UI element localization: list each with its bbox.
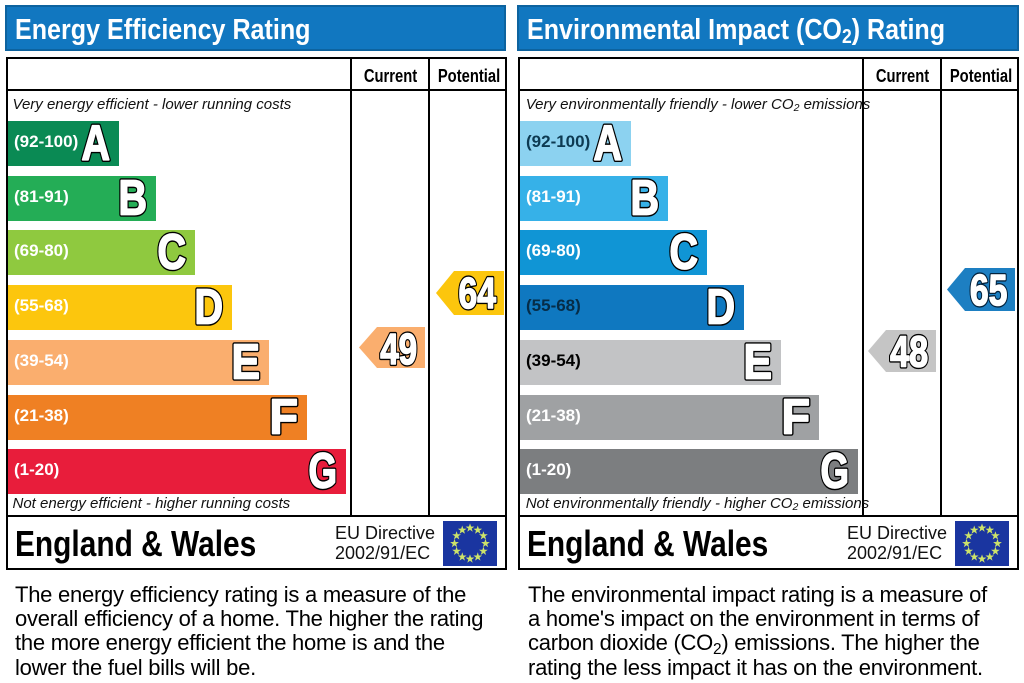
svg-text:B: B [631, 176, 660, 221]
svg-text:D: D [195, 285, 224, 330]
svg-text:F: F [782, 395, 811, 440]
svg-text:F: F [782, 395, 811, 440]
svg-text:G: G [821, 449, 850, 494]
svg-text:48: 48 [890, 330, 928, 372]
svg-text:F: F [270, 395, 299, 440]
svg-text:C: C [670, 230, 699, 275]
svg-text:B: B [119, 176, 148, 221]
svg-text:E: E [744, 340, 773, 385]
svg-text:64: 64 [459, 271, 497, 315]
svg-text:B: B [119, 176, 148, 221]
svg-text:49: 49 [380, 327, 417, 368]
svg-text:C: C [158, 230, 187, 275]
svg-text:49: 49 [380, 327, 417, 368]
svg-text:G: G [309, 449, 338, 494]
svg-text:65: 65 [970, 268, 1008, 311]
svg-text:E: E [232, 340, 261, 385]
svg-text:E: E [232, 340, 261, 385]
svg-text:G: G [309, 449, 338, 494]
svg-text:A: A [594, 121, 623, 166]
svg-text:A: A [594, 121, 623, 166]
svg-text:65: 65 [970, 268, 1008, 311]
svg-text:D: D [195, 285, 224, 330]
svg-text:E: E [744, 340, 773, 385]
svg-text:48: 48 [890, 330, 928, 372]
svg-text:B: B [631, 176, 660, 221]
svg-text:G: G [821, 449, 850, 494]
svg-text:D: D [707, 285, 736, 330]
svg-text:A: A [82, 121, 111, 166]
svg-text:F: F [270, 395, 299, 440]
svg-text:64: 64 [459, 271, 497, 315]
svg-text:C: C [158, 230, 187, 275]
svg-text:C: C [670, 230, 699, 275]
svg-text:A: A [82, 121, 111, 166]
svg-text:D: D [707, 285, 736, 330]
